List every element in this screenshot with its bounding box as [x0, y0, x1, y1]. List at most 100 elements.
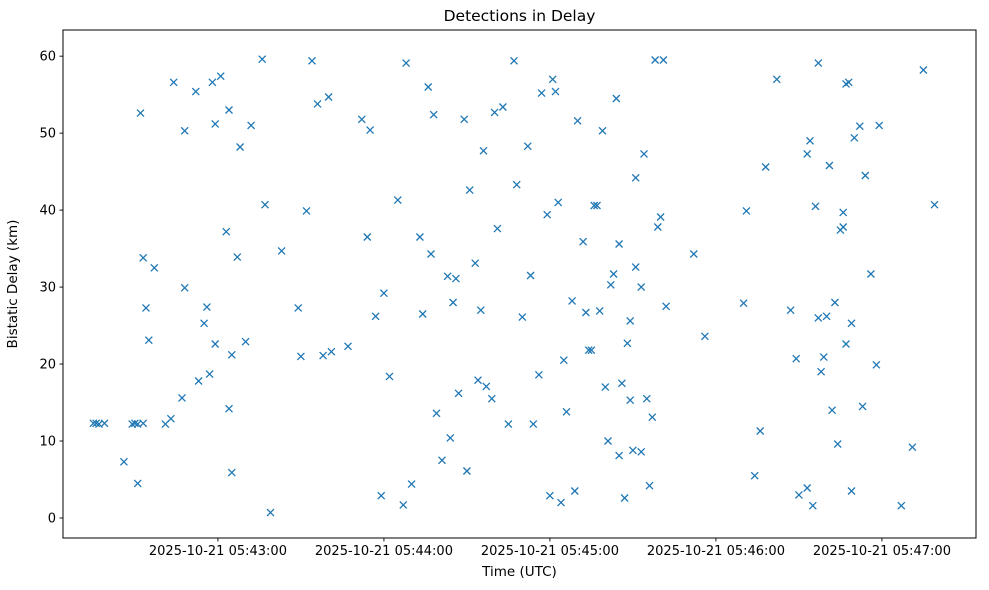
- data-point-marker: [653, 223, 662, 231]
- axes-spines: [62, 29, 977, 539]
- data-point-marker: [241, 337, 250, 346]
- data-point-marker: [227, 468, 236, 477]
- data-point-marker: [626, 396, 635, 405]
- data-point-marker: [393, 196, 402, 205]
- data-point-marker: [385, 372, 394, 381]
- data-point-marker: [142, 303, 150, 312]
- data-point-marker: [844, 78, 853, 87]
- data-point-marker: [465, 186, 474, 195]
- data-point-marker: [648, 413, 657, 422]
- data-point-marker: [543, 210, 552, 219]
- data-point-marker: [919, 66, 928, 74]
- data-point-marker: [180, 126, 189, 135]
- data-point-marker: [130, 419, 139, 428]
- data-point-marker: [449, 298, 458, 307]
- data-point-marker: [626, 316, 635, 325]
- data-point-marker: [828, 406, 837, 415]
- data-point-marker: [526, 271, 535, 280]
- data-point-marker: [606, 280, 615, 289]
- data-point-marker: [460, 115, 469, 124]
- data-point-marker: [842, 340, 850, 348]
- data-point-marker: [191, 87, 200, 96]
- data-point-marker: [822, 312, 831, 321]
- data-point-marker: [794, 490, 803, 499]
- data-point-marker: [897, 501, 906, 510]
- data-point-marker: [659, 56, 668, 64]
- data-point-marker: [327, 347, 336, 356]
- data-point-marker: [609, 270, 618, 278]
- data-point-marker: [756, 427, 765, 435]
- data-point-marker: [296, 352, 305, 361]
- data-point-marker: [429, 110, 438, 119]
- data-point-marker: [313, 99, 322, 108]
- data-point-marker: [119, 457, 128, 466]
- data-point-marker: [806, 136, 814, 145]
- y-tick-label: 30: [39, 281, 56, 296]
- data-point-marker: [786, 306, 795, 315]
- data-point-marker: [642, 394, 651, 403]
- data-point-marker: [294, 303, 303, 312]
- data-point-marker: [617, 379, 626, 388]
- data-point-marker: [302, 206, 311, 215]
- data-point-marker: [194, 377, 203, 385]
- data-point-marker: [593, 201, 601, 210]
- data-point-marker: [443, 272, 452, 281]
- data-point-marker: [739, 299, 748, 308]
- data-point-marker: [656, 213, 665, 221]
- data-point-marker: [178, 393, 186, 402]
- plot-content: 2025-10-21 05:43:00 2025-10-21 05:44:00 20…: [39, 50, 951, 559]
- data-point-marker: [200, 319, 209, 328]
- data-point-marker: [415, 233, 424, 241]
- data-point-marker: [930, 200, 939, 209]
- data-point-marker: [803, 484, 812, 492]
- data-point-marker: [839, 208, 848, 217]
- data-point-marker: [261, 200, 269, 209]
- data-point-marker: [534, 370, 543, 379]
- y-tick-label: 0: [48, 511, 56, 526]
- data-point-marker: [490, 108, 499, 117]
- y-tick-label: 60: [39, 50, 56, 65]
- data-point-marker: [169, 78, 178, 87]
- data-point-marker: [866, 270, 875, 278]
- data-point-marker: [604, 437, 612, 445]
- data-point-marker: [833, 440, 842, 449]
- data-point-marker: [92, 419, 101, 428]
- data-point-marker: [598, 126, 607, 135]
- data-point-marker: [651, 56, 660, 64]
- data-point-marker: [225, 404, 233, 413]
- data-point-marker: [308, 56, 316, 65]
- data-point-marker: [573, 116, 582, 125]
- data-point-marker: [623, 339, 632, 348]
- data-point-marker: [222, 227, 231, 236]
- data-point-marker: [811, 202, 820, 211]
- data-point-marker: [557, 498, 565, 507]
- data-point-marker: [554, 198, 563, 207]
- data-point-marker: [407, 480, 416, 489]
- data-point-marker: [211, 119, 220, 128]
- data-point-marker: [399, 500, 408, 509]
- data-point-marker: [166, 414, 175, 423]
- data-point-marker: [258, 55, 267, 64]
- data-point-marker: [379, 289, 388, 298]
- data-point-marker: [640, 149, 648, 158]
- data-point-marker: [487, 394, 496, 403]
- data-point-marker: [551, 87, 560, 96]
- x-axis-label: Time (UTC): [481, 564, 557, 580]
- data-point-marker: [529, 420, 538, 429]
- data-point-marker: [792, 354, 801, 363]
- data-point-marker: [872, 360, 881, 369]
- data-point-marker: [482, 382, 491, 391]
- data-point-marker: [451, 274, 460, 283]
- data-point-marker: [180, 283, 189, 292]
- data-point-marker: [523, 142, 532, 151]
- data-point-marker: [476, 306, 485, 315]
- data-point-marker: [454, 389, 463, 398]
- data-point-marker: [700, 332, 709, 341]
- data-point-marker: [850, 133, 859, 142]
- data-point-marker: [615, 240, 624, 248]
- data-point-marker: [474, 376, 482, 385]
- data-point-marker: [814, 59, 823, 68]
- y-tick-label: 20: [39, 358, 56, 373]
- data-point-marker: [518, 313, 527, 322]
